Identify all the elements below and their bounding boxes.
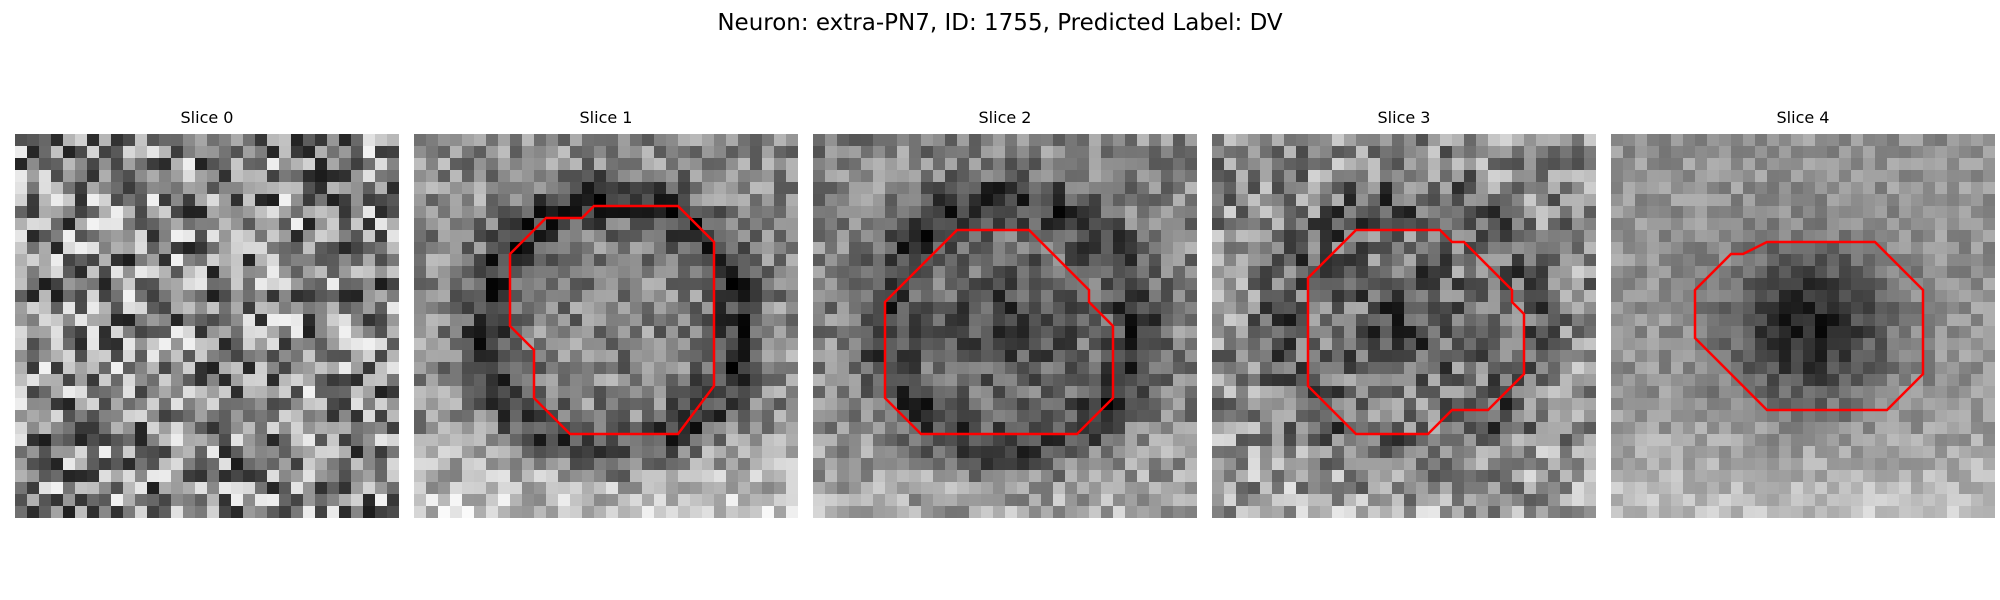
slice-panel-4: Slice 4 xyxy=(1611,108,1995,518)
slice-1-title: Slice 1 xyxy=(579,108,633,127)
slice-2-title: Slice 2 xyxy=(978,108,1032,127)
slice-2-pixel-grid xyxy=(813,134,1197,518)
slice-3-image xyxy=(1212,134,1596,518)
slice-4-title: Slice 4 xyxy=(1776,108,1830,127)
slice-1-segmentation-contour xyxy=(508,204,716,436)
slice-panel-2: Slice 2 xyxy=(813,108,1197,518)
slice-4-pixel-grid xyxy=(1611,134,1995,518)
slice-4-segmentation-contour xyxy=(1693,240,1925,412)
slice-0-title: Slice 0 xyxy=(180,108,234,127)
slice-2-image xyxy=(813,134,1197,518)
slice-1-image xyxy=(414,134,798,518)
slice-panel-3: Slice 3 xyxy=(1212,108,1596,518)
figure-title: Neuron: extra-PN7, ID: 1755, Predicted L… xyxy=(717,10,1283,36)
slice-3-title: Slice 3 xyxy=(1377,108,1431,127)
slice-0-pixel-grid xyxy=(15,134,399,518)
slice-2-segmentation-contour xyxy=(883,228,1115,436)
slice-panel-1: Slice 1 xyxy=(414,108,798,518)
slice-3-segmentation-contour xyxy=(1306,228,1526,436)
slice-3-pixel-grid xyxy=(1212,134,1596,518)
slice-1-pixel-grid xyxy=(414,134,798,518)
slice-panel-0: Slice 0 xyxy=(15,108,399,518)
slice-4-image xyxy=(1611,134,1995,518)
slice-0-image xyxy=(15,134,399,518)
